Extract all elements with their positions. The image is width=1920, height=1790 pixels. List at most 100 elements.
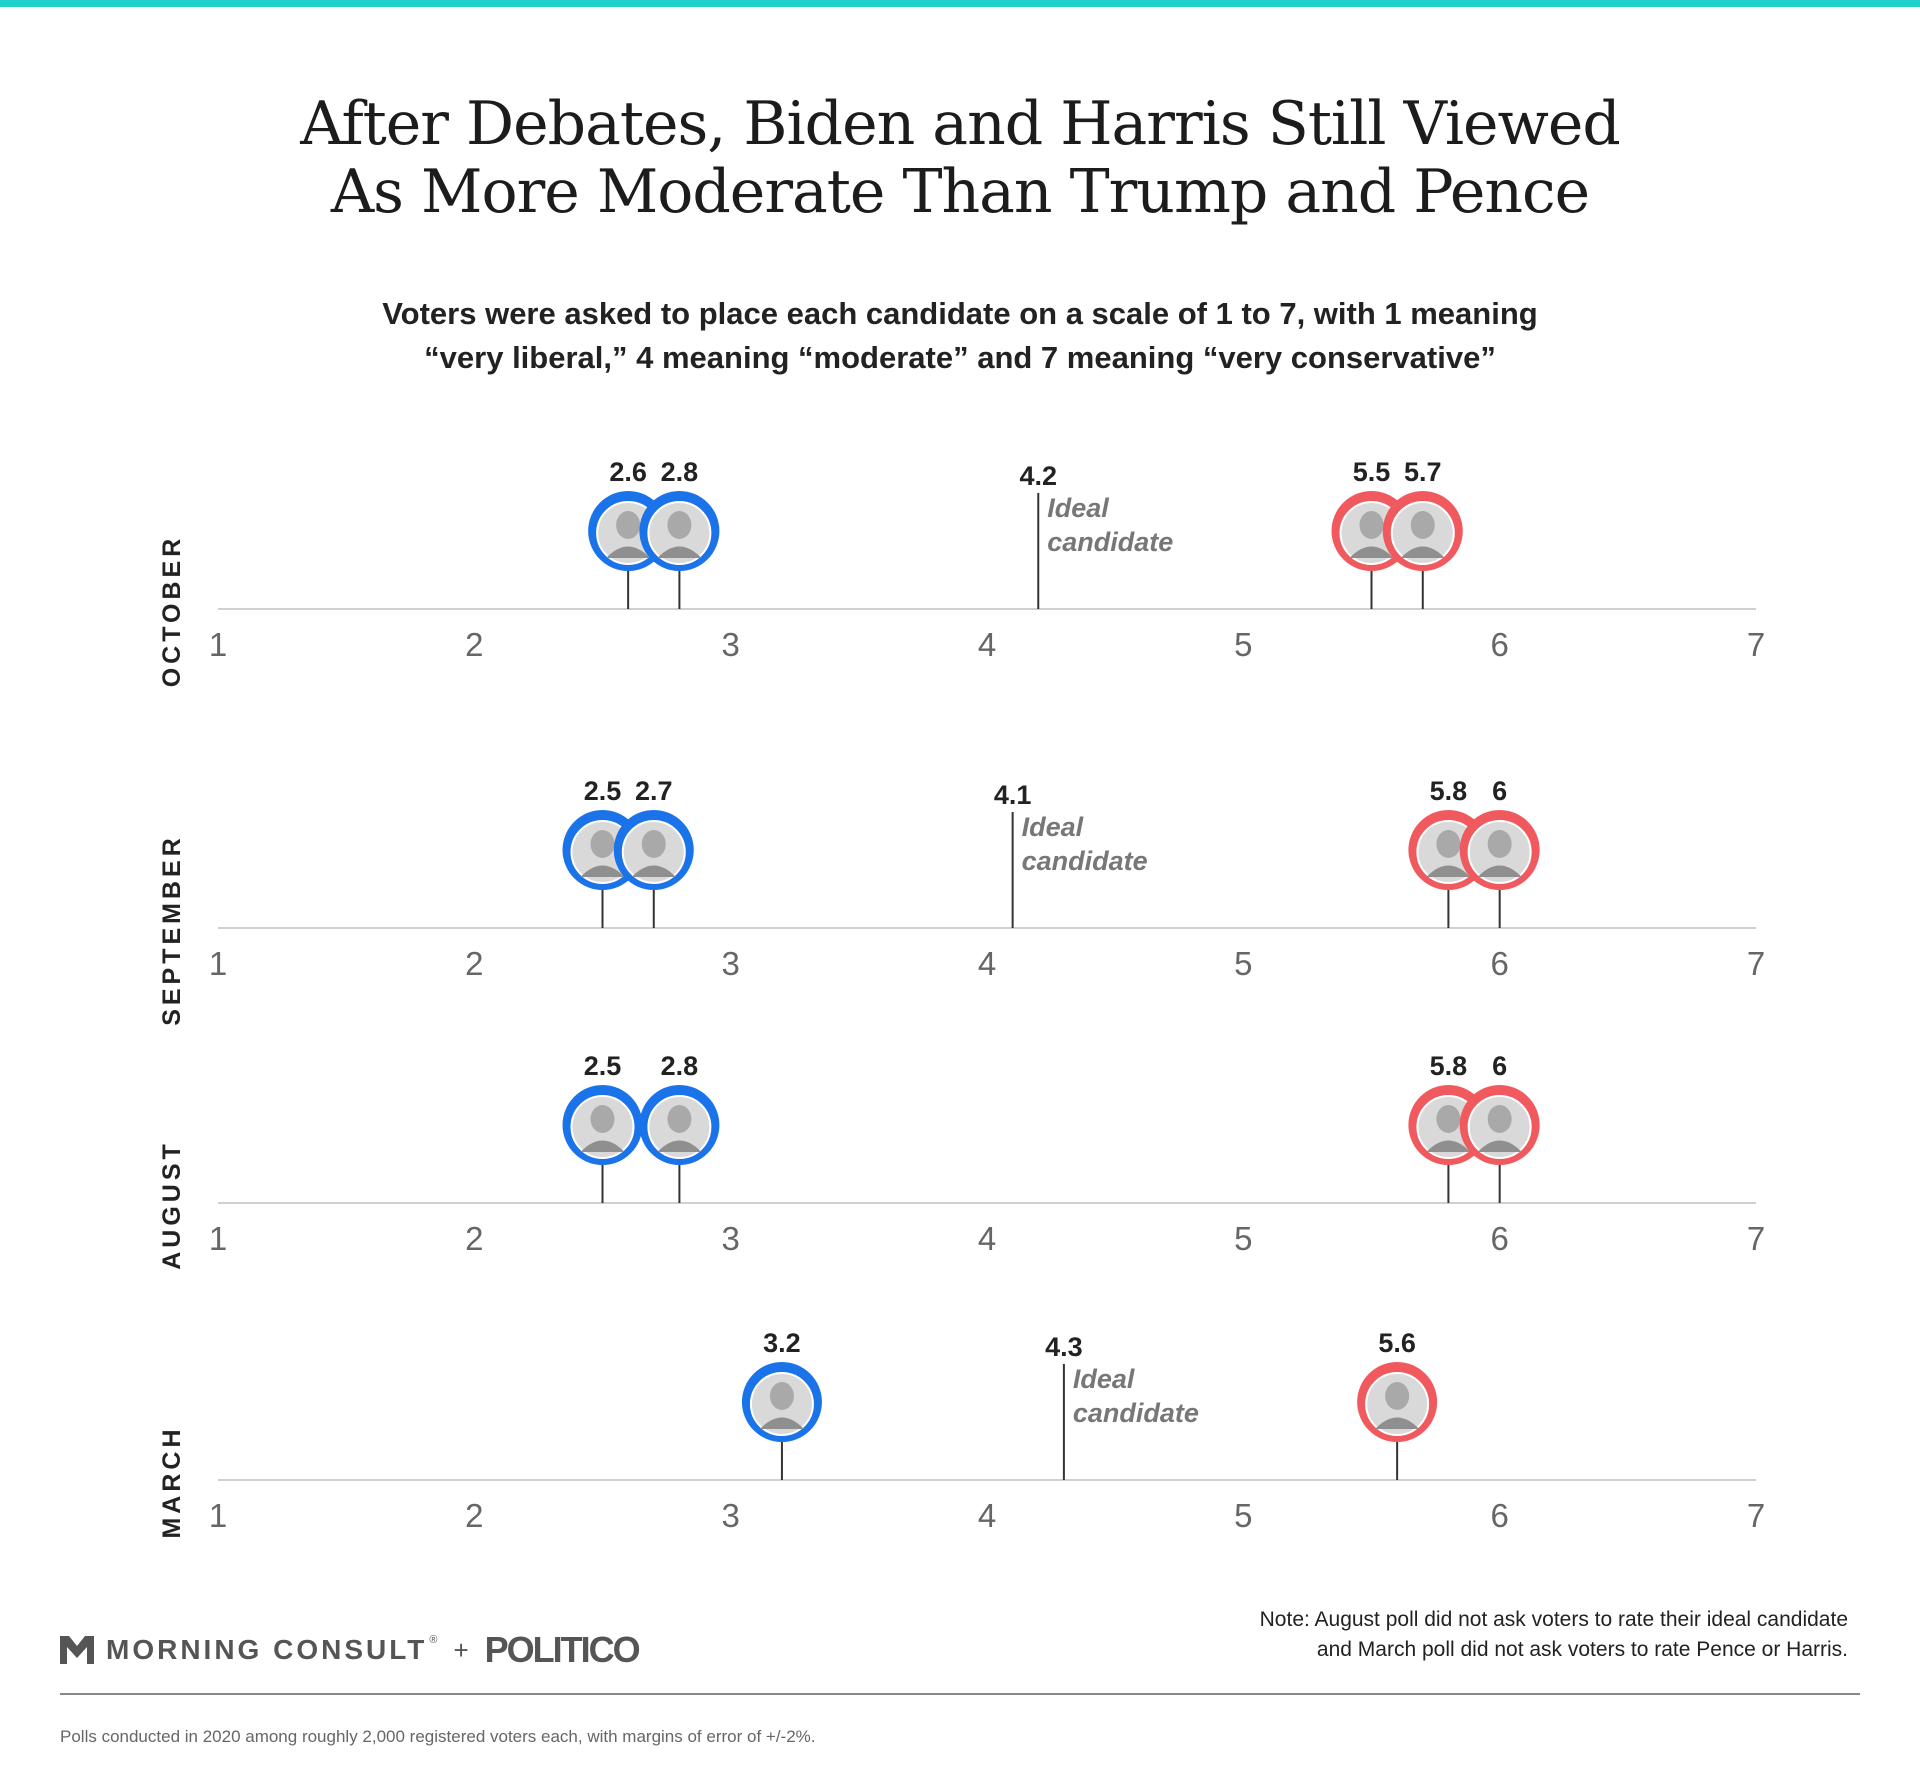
ideal-value-label-september: 4.1 xyxy=(994,780,1032,810)
tick-label-march-4: 4 xyxy=(978,1497,996,1534)
portrait-head-biden-august xyxy=(667,1105,692,1133)
portrait-shoulders-biden-august xyxy=(657,1140,702,1152)
ideal-caption-line2-march: candidate xyxy=(1073,1398,1199,1428)
value-label-pence-august: 6 xyxy=(1492,1051,1507,1081)
value-label-pence-september: 6 xyxy=(1492,776,1507,806)
panel-label-march: MARCH xyxy=(158,1425,186,1538)
value-label-biden-september: 2.7 xyxy=(635,776,673,806)
portrait-head-trump-october xyxy=(1359,511,1384,539)
morning-consult-logo-icon xyxy=(60,1636,94,1664)
portrait-head-pence-september xyxy=(1487,830,1512,858)
chart-note-line-2: and March poll did not ask voters to rat… xyxy=(1316,1638,1848,1661)
portrait-head-biden-march xyxy=(769,1382,794,1410)
morning-consult-wordmark: MORNING CONSULT xyxy=(106,1634,428,1665)
portrait-head-pence-august xyxy=(1487,1105,1512,1133)
panel-label-october: OCTOBER xyxy=(158,535,186,688)
portrait-shoulders-trump-march xyxy=(1375,1417,1420,1429)
portrait-head-pence-october xyxy=(1410,511,1435,539)
tick-label-august-6: 6 xyxy=(1490,1220,1508,1257)
value-label-harris-september: 2.5 xyxy=(584,776,622,806)
tick-label-march-6: 6 xyxy=(1490,1497,1508,1534)
tick-label-october-1: 1 xyxy=(209,626,227,663)
source-note: Polls conducted in 2020 among roughly 2,… xyxy=(60,1727,816,1746)
tick-label-march-1: 1 xyxy=(209,1497,227,1534)
portrait-head-biden-october xyxy=(667,511,692,539)
portrait-head-harris-october xyxy=(616,511,641,539)
tick-label-august-1: 1 xyxy=(209,1220,227,1257)
ideal-caption-line1-march: Ideal xyxy=(1073,1364,1135,1394)
value-label-biden-october: 2.8 xyxy=(661,457,699,487)
portrait-shoulders-biden-march xyxy=(759,1417,804,1429)
tick-label-september-6: 6 xyxy=(1490,945,1508,982)
value-label-trump-august: 5.8 xyxy=(1430,1051,1468,1081)
tick-label-september-7: 7 xyxy=(1747,945,1765,982)
tick-label-august-2: 2 xyxy=(465,1220,483,1257)
portrait-shoulders-trump-august xyxy=(1426,1140,1471,1152)
politico-wordmark: POLITICO xyxy=(484,1629,641,1670)
portrait-shoulders-biden-october xyxy=(657,546,702,558)
portrait-head-harris-august xyxy=(590,1105,615,1133)
panel-label-august: AUGUST xyxy=(158,1140,186,1270)
chart-note-line-1: Note: August poll did not ask voters to … xyxy=(1259,1608,1848,1631)
tick-label-september-3: 3 xyxy=(721,945,739,982)
ideal-value-label-october: 4.2 xyxy=(1019,461,1057,491)
tick-label-october-7: 7 xyxy=(1747,626,1765,663)
value-label-trump-september: 5.8 xyxy=(1430,776,1468,806)
chart-note: Note: August poll did not ask voters to … xyxy=(1260,1605,1848,1665)
portrait-shoulders-trump-september xyxy=(1426,865,1471,877)
tick-label-august-4: 4 xyxy=(978,1220,996,1257)
value-label-trump-october: 5.5 xyxy=(1353,457,1391,487)
panel-label-september: SEPTEMBER xyxy=(158,834,186,1026)
value-label-harris-october: 2.6 xyxy=(609,457,647,487)
tick-label-october-4: 4 xyxy=(978,626,996,663)
tick-label-october-2: 2 xyxy=(465,626,483,663)
tick-label-september-5: 5 xyxy=(1234,945,1252,982)
ideal-caption-line1-october: Ideal xyxy=(1047,493,1109,523)
tick-label-october-6: 6 xyxy=(1490,626,1508,663)
chart-title-line-1: After Debates, Biden and Harris Still Vi… xyxy=(300,89,1621,159)
accent-bar xyxy=(0,0,1920,7)
portrait-shoulders-harris-september xyxy=(580,865,625,877)
ideal-caption-line2-september: candidate xyxy=(1022,846,1148,876)
tick-label-march-3: 3 xyxy=(721,1497,739,1534)
value-label-pence-october: 5.7 xyxy=(1404,457,1442,487)
tick-label-september-4: 4 xyxy=(978,945,996,982)
portrait-head-trump-march xyxy=(1385,1382,1410,1410)
portrait-shoulders-harris-october xyxy=(606,546,651,558)
chart-subtitle-line-2: “very liberal,” 4 meaning “moderate” and… xyxy=(424,340,1496,375)
brand-plus: + xyxy=(453,1634,469,1665)
brand-footer: MORNING CONSULT ® + POLITICO xyxy=(60,1629,641,1670)
portrait-shoulders-harris-august xyxy=(580,1140,625,1152)
portrait-head-biden-september xyxy=(641,830,666,858)
chart-subtitle-line-1: Voters were asked to place each candidat… xyxy=(382,296,1538,331)
portrait-head-trump-september xyxy=(1436,830,1461,858)
tick-label-march-5: 5 xyxy=(1234,1497,1252,1534)
portrait-shoulders-pence-october xyxy=(1400,546,1445,558)
portrait-shoulders-pence-august xyxy=(1477,1140,1522,1152)
value-label-trump-march: 5.6 xyxy=(1378,1328,1416,1358)
chart-title-line-2: As More Moderate Than Trump and Pence xyxy=(330,157,1590,227)
tick-label-august-5: 5 xyxy=(1234,1220,1252,1257)
portrait-head-trump-august xyxy=(1436,1105,1461,1133)
portrait-shoulders-trump-october xyxy=(1349,546,1394,558)
tick-label-october-3: 3 xyxy=(721,626,739,663)
value-label-biden-august: 2.8 xyxy=(661,1051,699,1081)
ideal-caption-line1-september: Ideal xyxy=(1022,812,1084,842)
value-label-biden-march: 3.2 xyxy=(763,1328,801,1358)
ideal-value-label-march: 4.3 xyxy=(1045,1332,1083,1362)
tick-label-march-2: 2 xyxy=(465,1497,483,1534)
tick-label-september-2: 2 xyxy=(465,945,483,982)
registered-mark: ® xyxy=(429,1634,438,1646)
tick-label-september-1: 1 xyxy=(209,945,227,982)
chart-subtitle: Voters were asked to place each candidat… xyxy=(0,292,1920,380)
tick-label-october-5: 5 xyxy=(1234,626,1252,663)
portrait-shoulders-pence-september xyxy=(1477,865,1522,877)
chart-title: After Debates, Biden and Harris Still Vi… xyxy=(0,90,1920,226)
footer-divider xyxy=(60,1693,1860,1695)
portrait-shoulders-biden-september xyxy=(631,865,676,877)
ideal-caption-line2-october: candidate xyxy=(1047,527,1173,557)
tick-label-march-7: 7 xyxy=(1747,1497,1765,1534)
tick-label-august-3: 3 xyxy=(721,1220,739,1257)
value-label-harris-august: 2.5 xyxy=(584,1051,622,1081)
